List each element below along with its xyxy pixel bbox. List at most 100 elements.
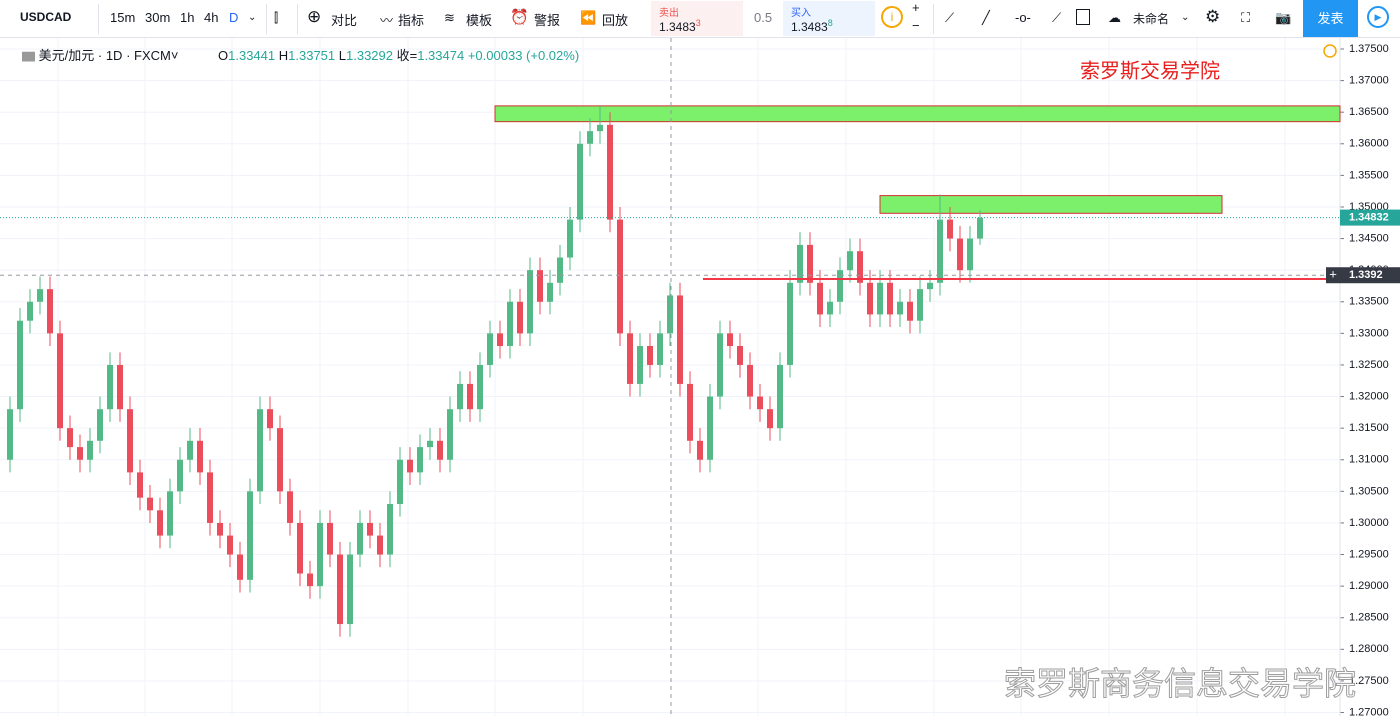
play-button[interactable]: ▶: [1367, 6, 1389, 28]
candle-body: [67, 428, 73, 448]
ohlc-value: 1.33441: [228, 48, 276, 63]
ohlc-value: 1.33751: [288, 48, 336, 63]
buy-price: 1.34838: [791, 18, 833, 34]
buy-price-sup: 8: [827, 18, 833, 28]
y-tick-label: 1.28500: [1349, 612, 1389, 624]
candle-body: [377, 535, 383, 555]
zone: [494, 105, 1341, 123]
draw-tool[interactable]: ⟋: [945, 10, 955, 25]
sell-box[interactable]: 卖出 1.34833: [651, 1, 743, 36]
replay-icon[interactable]: ⏪: [580, 10, 597, 25]
candle-body: [947, 219, 953, 239]
candle-body: [57, 333, 63, 429]
layout-name[interactable]: 未命名: [1133, 12, 1170, 26]
candle-body: [177, 459, 183, 492]
candle-body: [787, 282, 793, 365]
candle-body: [507, 301, 513, 347]
draw-tool[interactable]: ⟋: [1052, 10, 1062, 25]
fullscreen[interactable]: ⛶: [1241, 10, 1251, 25]
y-tick-label: 1.31000: [1349, 454, 1389, 466]
sell-label: 卖出: [659, 8, 679, 19]
candle-body: [307, 573, 313, 587]
replay[interactable]: 回放: [602, 13, 629, 28]
interval[interactable]: 15m: [110, 10, 136, 25]
candle-body: [627, 333, 633, 384]
candle-body: [637, 346, 643, 384]
candle-body: [167, 491, 173, 536]
candle-body: [777, 364, 783, 429]
candle-body: [147, 497, 153, 511]
candle-body: [657, 333, 663, 365]
candle-body: [237, 554, 243, 580]
candle-body: [137, 472, 143, 498]
candle-body: [797, 244, 803, 283]
alert[interactable]: 警报: [534, 13, 561, 28]
interval[interactable]: 1h: [180, 10, 195, 25]
ohlc-label: H: [278, 48, 289, 63]
candle-body: [77, 447, 83, 460]
candle-body: [857, 251, 863, 283]
interval[interactable]: 4h: [204, 10, 219, 25]
y-tick-label: 1.32000: [1349, 390, 1389, 402]
candle-body: [257, 409, 263, 492]
candle-body: [937, 219, 943, 283]
ohlc-label: L: [338, 48, 346, 63]
y-tick-label: 1.29000: [1349, 580, 1389, 592]
candle-body: [487, 333, 493, 365]
candle-body: [527, 270, 533, 334]
ohlc-value: 1.33292: [346, 48, 393, 63]
settings[interactable]: ⚙: [1205, 7, 1221, 26]
chart-style[interactable]: ⫿: [274, 10, 279, 25]
crosshair-box: [1340, 267, 1400, 284]
candle-body: [407, 459, 413, 473]
candle-body: [357, 522, 363, 555]
cloud-icon[interactable]: ☁: [1108, 10, 1121, 25]
separator: [98, 4, 99, 34]
publish-button[interactable]: 发表: [1303, 0, 1358, 37]
candle-body: [537, 270, 543, 302]
crosshair-label: 1.3392: [1349, 269, 1383, 281]
candle-body: [7, 409, 13, 460]
candle-body: [297, 522, 303, 574]
candle-body: [437, 440, 443, 460]
candle-body: [157, 510, 163, 536]
interval[interactable]: D: [229, 10, 239, 25]
candle-body: [807, 244, 813, 283]
candle-body: [27, 301, 33, 321]
compare[interactable]: 对比: [331, 13, 358, 28]
symbol[interactable]: USDCAD: [20, 10, 72, 24]
ohlc-value: 1.33474: [417, 48, 465, 63]
candle-body: [577, 143, 583, 220]
candle-body: [877, 282, 883, 315]
candle-body: [547, 282, 553, 302]
indicators[interactable]: 指标: [398, 13, 425, 28]
candle-body: [217, 522, 223, 536]
sell-price-main: 1.3483: [659, 20, 696, 34]
zoom-out[interactable]: −: [912, 18, 920, 33]
interval[interactable]: 30m: [145, 10, 171, 25]
compare-icon[interactable]: ⊕: [307, 7, 322, 26]
chevron[interactable]: ⌄: [1181, 12, 1190, 23]
candle-body: [907, 301, 913, 321]
draw-tool[interactable]: -o-: [1015, 10, 1031, 25]
candle-body: [747, 364, 753, 397]
chevron[interactable]: ⌄: [248, 12, 257, 23]
buy-box[interactable]: 买入 1.34838: [783, 1, 875, 36]
alert-icon[interactable]: ⏰: [510, 9, 529, 26]
info-icon[interactable]: i: [881, 6, 903, 28]
indicator-icon[interactable]: 〰: [380, 13, 394, 28]
candle-body: [647, 346, 653, 365]
draw-tool[interactable]: ╱: [982, 10, 990, 25]
zoom-in[interactable]: +: [912, 0, 920, 15]
candle-body: [847, 251, 853, 271]
templates[interactable]: 模板: [466, 13, 493, 28]
rect-tool[interactable]: [1076, 9, 1090, 25]
sell-price: 1.34833: [659, 18, 701, 34]
candle-body: [387, 503, 393, 555]
sell-price-sup: 3: [695, 18, 701, 28]
template-icon[interactable]: ≋: [444, 10, 455, 25]
candle-body: [267, 409, 273, 429]
candle-body: [867, 282, 873, 315]
snapshot[interactable]: 📷: [1275, 10, 1292, 25]
candle-body: [717, 333, 723, 397]
